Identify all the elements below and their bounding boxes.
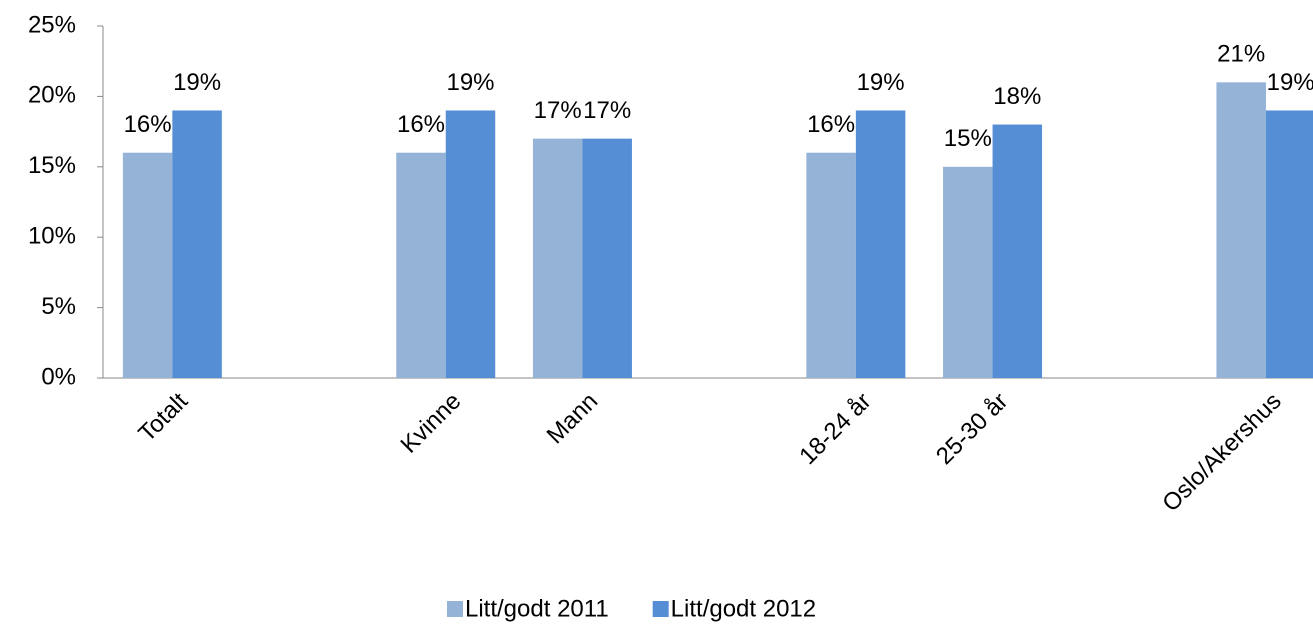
bar [1265,110,1313,378]
bar [943,166,993,378]
data-label: 16% [807,111,855,138]
bar [172,110,222,378]
data-label: 17% [583,97,631,124]
bar [396,152,446,378]
y-tick-label: 20% [28,82,76,109]
bar [582,138,632,378]
bar [445,110,496,378]
legend-label: Litt/godt 2011 [465,595,609,622]
y-tick-label: 0% [41,363,76,390]
x-tick-label: Kvinne [395,388,466,459]
data-label: 19% [857,69,905,96]
y-tick-label: 10% [28,223,76,250]
data-label: 16% [124,111,172,138]
x-tick-label: 25-30 år [931,388,1013,470]
bar [532,138,583,378]
y-tick-label: 15% [28,152,76,179]
bar [992,124,1043,378]
data-label: 17% [534,97,582,124]
legend-swatch [652,601,669,617]
data-label: 21% [1217,41,1265,68]
data-label: 15% [944,125,992,152]
bar [1216,82,1266,378]
x-tick-label: Mann [542,388,604,450]
bar [806,152,856,378]
y-tick-label: 25% [28,11,76,38]
x-tick-label: Oslo/Akershus [1157,388,1286,517]
y-tick-label: 5% [41,293,76,320]
data-label: 19% [1267,69,1313,96]
x-tick-label: 18-24 år [794,388,876,470]
legend-label: Litt/godt 2012 [671,595,816,622]
data-label: 16% [397,111,445,138]
bar [855,110,906,378]
legend-swatch [447,601,463,617]
data-label: 19% [173,69,221,96]
x-tick-label: Totalt [133,387,193,447]
data-label: 19% [446,69,494,96]
bar [122,152,173,378]
data-label: 18% [993,83,1041,110]
